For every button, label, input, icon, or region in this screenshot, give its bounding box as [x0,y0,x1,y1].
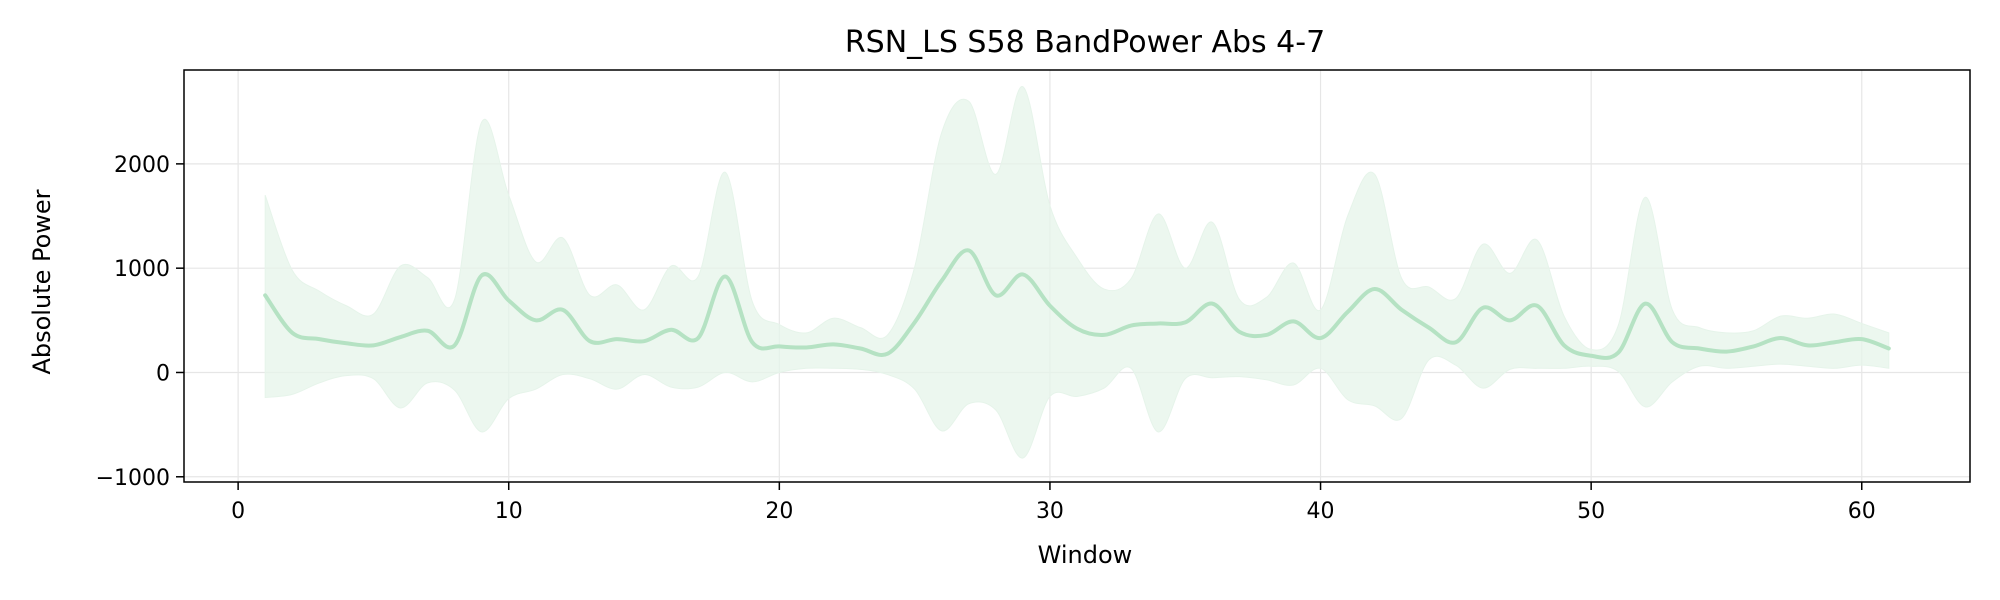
tick-layer: 0 10 20 30 40 50 60 −1000 0 1000 2000 [96,153,1876,524]
y-tick-label: 2000 [114,153,170,178]
x-tick-label: 50 [1577,499,1605,524]
std-band [264,86,1890,459]
x-tick-label: 20 [765,499,793,524]
x-tick-label: 10 [495,499,523,524]
band-layer [264,86,1890,459]
y-tick-label: −1000 [96,466,170,491]
y-tick-label: 0 [156,361,170,386]
chart-title: RSN_LS S58 BandPower Abs 4-7 [845,25,1325,60]
y-axis-title: Absolute Power [28,189,56,374]
y-tick-label: 1000 [114,257,170,282]
axes-layer [183,69,1971,483]
line-layer [263,248,1891,360]
x-axis-title: Window [1038,541,1133,569]
mean-line [263,248,1891,360]
plot-frame [183,69,1971,483]
x-tick-label: 60 [1848,499,1876,524]
x-tick-label: 40 [1307,499,1335,524]
x-tick-label: 30 [1036,499,1064,524]
x-tick-label: 0 [231,499,245,524]
